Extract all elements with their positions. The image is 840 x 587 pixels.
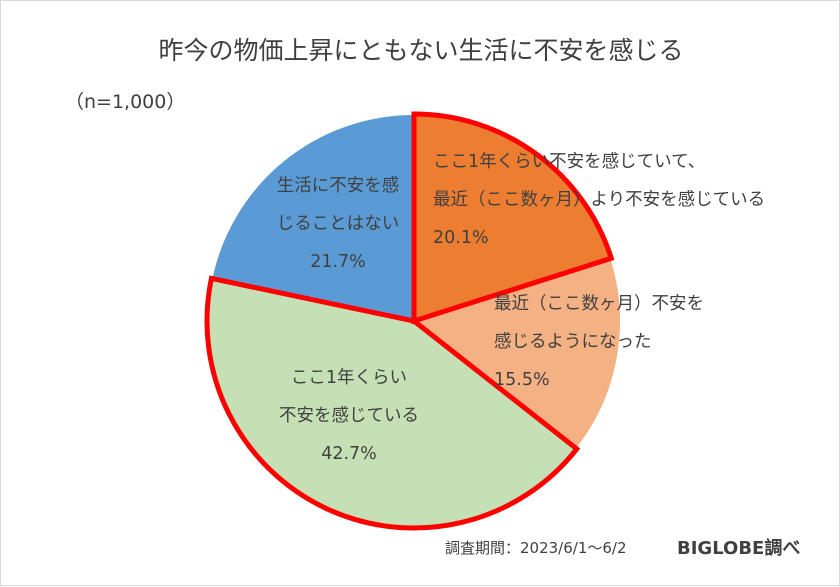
pie-slice-4 — [210, 112, 415, 323]
slice-label-4-line-1: 生活に不安を感 — [277, 176, 400, 196]
slice-label-2-line-2: 感じるようになった — [494, 332, 652, 352]
highlight-outlines — [204, 111, 615, 531]
survey-period: 調査期間：2023/6/1～6/2 — [445, 539, 627, 557]
highlight-outline-1 — [411, 111, 615, 325]
slice-value-label-1: 20.1% — [433, 228, 489, 248]
sample-size: （n=1,000） — [65, 91, 186, 113]
slice-label-1-line-1: ここ1年くらい不安を感じていて、 — [433, 152, 705, 172]
slice-label-1-line-2: 最近（ここ数ヶ月）より不安を感じている — [433, 190, 765, 210]
slice-label-2-line-1: 最近（ここ数ヶ月）不安を — [494, 294, 704, 314]
brand-credit: BIGLOBE調べ — [677, 538, 801, 559]
highlight-outline-3 — [204, 275, 581, 531]
slice-label-3-line-1: ここ1年くらい — [291, 368, 407, 388]
slice-value-label-4: 21.7% — [310, 252, 366, 272]
slice-label-3-line-2: 不安を感じている — [279, 406, 419, 426]
slice-value-label-3: 42.7% — [321, 444, 377, 464]
slice-label-4-line-2: じることはない — [277, 214, 400, 234]
chart-title: 昨今の物価上昇にともない生活に不安を感じる — [158, 36, 684, 65]
slice-value-label-2: 15.5% — [494, 370, 550, 390]
slice-labels: ここ1年くらい不安を感じていて、最近（ここ数ヶ月）より不安を感じている 20.1%… — [277, 152, 765, 464]
